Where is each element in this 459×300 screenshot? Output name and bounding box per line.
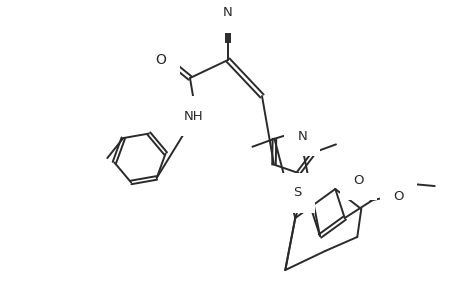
Text: O: O	[392, 190, 403, 202]
Text: NH: NH	[184, 110, 203, 122]
Text: S: S	[293, 187, 301, 200]
Text: N: N	[223, 7, 232, 20]
Text: N: N	[297, 130, 306, 143]
Text: O: O	[353, 173, 363, 187]
Text: O: O	[155, 53, 166, 67]
